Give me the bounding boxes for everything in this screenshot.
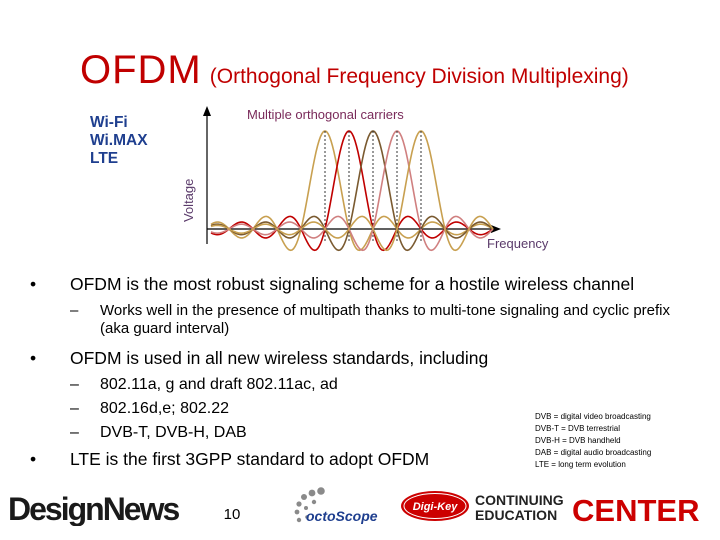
bullet-text: OFDM is the most robust signaling scheme… (70, 274, 635, 294)
sub-dash: – (70, 424, 79, 441)
y-axis-label: Voltage (181, 179, 196, 222)
sub-dash: – (70, 400, 79, 417)
svg-text:CONTINUING: CONTINUING (475, 492, 564, 508)
sub-text: 802.11a, g and draft 802.11ac, ad (100, 376, 338, 393)
carrier-curves (210, 130, 494, 252)
note-lte: LTE = long term evolution (535, 460, 626, 469)
note-dvb-h: DVB-H = DVB handheld (535, 436, 621, 445)
x-axis-label: Frequency (487, 236, 549, 251)
note-dab: DAB = digital audio broadcasting (535, 448, 652, 457)
standard-lte: LTE (90, 150, 119, 167)
octoscope-logo: octoScope (294, 487, 378, 524)
title-main: OFDM (80, 48, 202, 92)
carrier-curve-1 (210, 130, 494, 252)
digikey-logo: Digi-Key (401, 491, 469, 521)
sub-text: 802.16d,e; 802.22 (100, 400, 230, 417)
title-sub: (Orthogonal Frequency Division Multiplex… (209, 65, 629, 88)
sub-dash: – (70, 376, 79, 393)
bullet-text: OFDM is used in all new wireless standar… (70, 348, 489, 368)
bullet-dot: • (30, 348, 37, 368)
sub-dash: – (70, 302, 79, 319)
standard-wimax: Wi.MAX (90, 132, 148, 149)
standard-wifi: Wi-Fi (90, 114, 128, 131)
design-news-logo: DesignNews (8, 491, 181, 526)
abbreviation-notes: DVB = digital video broadcasting DVB-T =… (535, 411, 651, 471)
svg-text:DesignNews: DesignNews (8, 491, 179, 526)
sub-text: DVB-T, DVB-H, DAB (100, 424, 247, 441)
chart-title: Multiple orthogonal carriers (247, 107, 404, 122)
svg-text:EDUCATION: EDUCATION (475, 507, 557, 523)
standards-label: Wi-Fi Wi.MAX LTE (90, 114, 148, 168)
bullet-dot: • (30, 449, 37, 469)
bullet-text: LTE is the first 3GPP standard to adopt … (70, 449, 430, 469)
x-axis-arrow (491, 225, 501, 233)
bullet-dot: • (30, 274, 37, 294)
octoscope-dots-icon (294, 487, 325, 523)
note-dvb-t: DVB-T = DVB terrestrial (535, 424, 620, 433)
ofdm-carriers-chart: Multiple orthogonal carriers Voltage Fre… (181, 106, 549, 252)
svg-text:CENTER: CENTER (572, 493, 699, 526)
svg-text:octoScope: octoScope (306, 508, 378, 524)
carrier-curve-4 (210, 130, 494, 252)
page-number: 10 (223, 506, 241, 523)
sub-text: Works well in the presence of multipath … (100, 302, 670, 337)
svg-text:Digi-Key: Digi-Key (413, 501, 459, 513)
note-dvb: DVB = digital video broadcasting (535, 412, 651, 421)
continuing-education-center-logo: CONTINUING EDUCATION CENTER (475, 492, 699, 526)
y-axis-arrow (203, 106, 211, 116)
carrier-curve-5 (210, 130, 494, 252)
slide-title: OFDM (Orthogonal Frequency Division Multi… (80, 48, 629, 93)
